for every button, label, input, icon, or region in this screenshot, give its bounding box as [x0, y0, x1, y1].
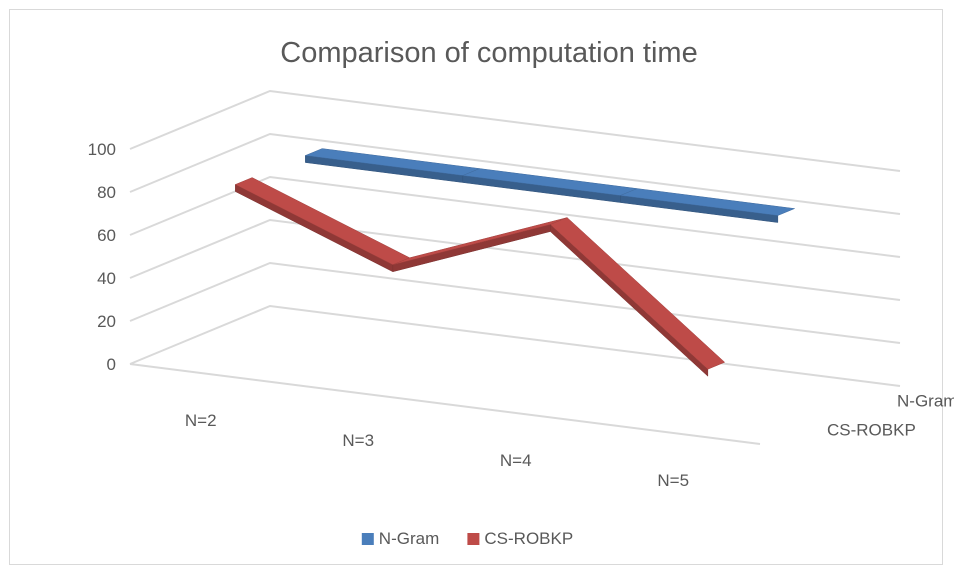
series-layer — [234, 148, 796, 377]
floor-edge — [129, 363, 761, 445]
legend-swatch — [467, 533, 480, 545]
y-tick-label: 60 — [97, 226, 116, 245]
x-tick-label: N=5 — [657, 471, 689, 490]
y-tick-label: 80 — [97, 183, 116, 202]
y-tick-label: 0 — [107, 355, 116, 374]
series-segment-side — [235, 184, 394, 273]
series-segment-side — [392, 224, 551, 273]
y-tick-label: 100 — [88, 140, 116, 159]
legend: N-Gram CS-ROBKP — [361, 529, 573, 548]
series-segment-side — [550, 223, 709, 377]
y-axis-ticks: 0 20 40 60 80 100 — [88, 140, 116, 374]
gridline — [129, 132, 901, 215]
gridline — [129, 261, 901, 344]
series-segment — [619, 188, 796, 216]
gridline — [129, 89, 901, 172]
gridline — [129, 304, 901, 387]
x-tick-label: N=2 — [185, 411, 217, 430]
series-segment — [549, 217, 726, 370]
legend-item: CS-ROBKP — [467, 529, 573, 548]
legend-label: CS-ROBKP — [484, 529, 573, 548]
series-segment — [392, 217, 568, 265]
gridlines — [129, 89, 901, 445]
legend-label: N-Gram — [379, 529, 439, 548]
chart-frame — [9, 9, 943, 565]
depth-tick-label: N-Gram — [897, 392, 954, 411]
x-axis-ticks: N=2 N=3 N=4 N=5 — [185, 411, 689, 490]
depth-tick-label: CS-ROBKP — [827, 421, 916, 440]
gridline — [129, 218, 901, 301]
series-cs-robkp — [234, 177, 726, 377]
x-tick-label: N=3 — [342, 431, 374, 450]
gridline — [129, 175, 901, 258]
x-tick-label: N=4 — [500, 451, 532, 470]
y-tick-label: 20 — [97, 312, 116, 331]
series-n-gram — [304, 148, 796, 223]
chart-title: Comparison of computation time — [280, 37, 697, 69]
depth-axis-ticks: N-Gram CS-ROBKP — [827, 392, 954, 440]
legend-swatch — [361, 533, 374, 545]
y-tick-label: 40 — [97, 269, 116, 288]
legend-item: N-Gram — [361, 529, 439, 548]
